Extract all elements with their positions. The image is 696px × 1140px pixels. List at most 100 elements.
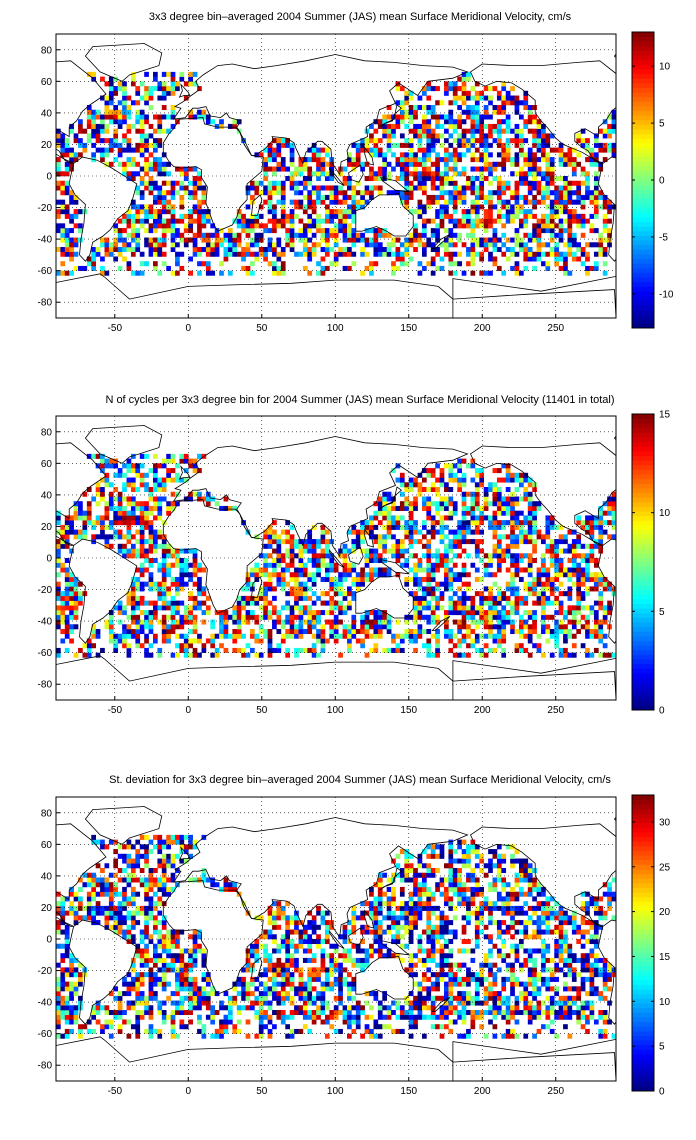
data-cell	[496, 247, 502, 253]
data-cell	[382, 119, 388, 125]
data-cell	[153, 228, 158, 234]
colorbar-step	[632, 96, 654, 102]
data-cell	[263, 567, 268, 573]
data-cell	[285, 605, 290, 611]
data-cell	[64, 190, 70, 196]
data-cell	[576, 562, 582, 568]
colorbar-step	[632, 631, 654, 637]
data-cell	[474, 468, 480, 474]
data-cell	[197, 199, 202, 205]
colorbar-step	[632, 557, 654, 563]
data-cell	[399, 86, 405, 92]
data-cell	[523, 553, 529, 559]
data-cell	[514, 138, 520, 144]
data-cell	[466, 76, 471, 82]
data-cell	[320, 157, 326, 163]
data-cell	[536, 199, 542, 205]
data-cell	[161, 496, 167, 502]
data-cell	[60, 567, 66, 573]
data-cell	[69, 190, 74, 196]
data-cell	[320, 562, 326, 568]
data-cell	[126, 534, 132, 540]
data-cell	[585, 265, 590, 271]
data-cell	[298, 633, 304, 639]
data-cell	[64, 161, 70, 167]
data-cell	[302, 223, 308, 229]
colorbar-step	[632, 244, 654, 250]
data-cell	[276, 256, 282, 262]
data-cell	[386, 176, 392, 182]
data-cell	[532, 256, 537, 262]
data-cell	[527, 553, 533, 559]
data-cell	[64, 1028, 70, 1034]
data-cell	[611, 520, 617, 526]
data-cell	[64, 185, 70, 191]
data-cell	[571, 213, 577, 219]
data-cell	[470, 256, 476, 262]
data-cell	[430, 128, 436, 134]
data-cell	[399, 491, 405, 497]
data-cell	[439, 180, 445, 186]
data-cell	[338, 581, 343, 587]
data-cell	[589, 223, 595, 229]
data-cell	[413, 161, 418, 167]
data-cell	[501, 605, 507, 611]
data-cell	[324, 638, 330, 644]
data-cell	[153, 463, 158, 469]
data-cell	[139, 581, 145, 587]
data-cell	[122, 487, 127, 493]
data-cell	[113, 86, 119, 92]
data-cell	[166, 223, 171, 229]
data-cell	[113, 119, 119, 125]
data-cell	[377, 539, 383, 545]
data-cell	[466, 209, 471, 215]
data-cell	[523, 595, 529, 601]
data-cell	[435, 114, 440, 120]
data-cell	[452, 218, 458, 224]
data-cell	[223, 619, 229, 625]
data-cell	[523, 247, 529, 253]
data-cell	[395, 524, 401, 530]
data-cell	[386, 242, 392, 248]
data-cell	[435, 133, 440, 139]
data-cell	[263, 147, 268, 153]
data-cell	[369, 228, 374, 234]
data-cell	[276, 643, 282, 649]
data-cell	[474, 524, 480, 530]
data-cell	[117, 147, 123, 153]
data-cell	[408, 185, 414, 191]
data-cell	[183, 190, 189, 196]
data-cell	[470, 463, 476, 469]
data-cell	[514, 265, 520, 271]
data-cell	[144, 633, 149, 639]
data-cell	[73, 157, 79, 163]
data-cell	[505, 209, 511, 215]
data-cell	[148, 548, 154, 554]
data-cell	[545, 133, 551, 139]
data-cell	[571, 199, 577, 205]
data-cell	[488, 194, 493, 200]
data-cell	[483, 501, 489, 507]
data-cell	[593, 138, 599, 144]
data-cell	[439, 190, 445, 196]
data-cell	[492, 261, 498, 267]
data-cell	[258, 237, 264, 243]
data-cell	[60, 524, 66, 530]
data-cell	[563, 567, 568, 573]
data-cell	[549, 591, 555, 597]
data-cell	[179, 453, 185, 459]
data-cell	[175, 591, 180, 597]
data-cell	[148, 223, 154, 229]
data-cell	[496, 119, 502, 125]
data-cell	[188, 595, 193, 601]
data-cell	[205, 501, 211, 507]
data-cell	[355, 204, 361, 210]
colorbar-tick-label: 15	[659, 410, 671, 421]
colorbar-step	[632, 318, 654, 324]
data-cell	[324, 218, 330, 224]
data-cell	[201, 190, 207, 196]
data-cell	[276, 142, 282, 148]
data-cell	[122, 496, 127, 502]
data-cell	[175, 477, 180, 483]
data-cell	[470, 237, 476, 243]
